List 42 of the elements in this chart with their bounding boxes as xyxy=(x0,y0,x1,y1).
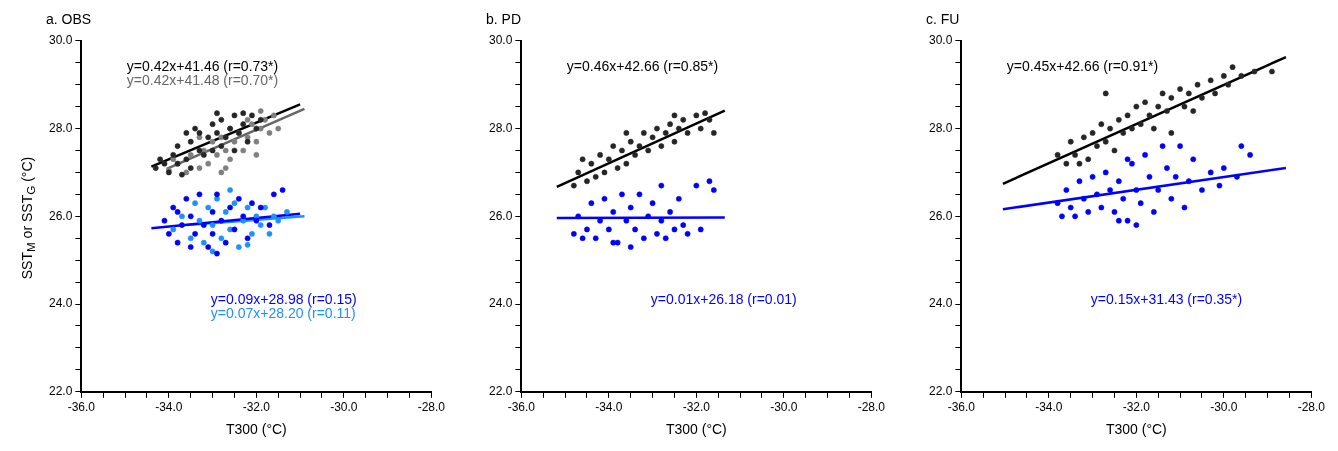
x-tick-label: -30.0 xyxy=(1210,400,1238,415)
x-axis-title: T300 (°C) xyxy=(1105,421,1167,438)
x-tick-label: -32.0 xyxy=(1122,400,1151,415)
x-tick-label: -28.0 xyxy=(857,400,886,415)
chart-title: a. OBS xyxy=(46,11,92,28)
x-tick-label: -28.0 xyxy=(1297,400,1326,415)
text: y=0.09x+28.98 (r=0.15) xyxy=(210,291,357,308)
y-tick-label: 24.0 xyxy=(489,296,513,311)
x-tick-label: -34.0 xyxy=(155,400,183,415)
text: y=0.01x+26.18 (r=0.01) xyxy=(650,291,797,308)
x-tick-label: -28.0 xyxy=(417,400,446,415)
chart-title: b. PD xyxy=(486,11,522,28)
y-tick-label: 26.0 xyxy=(929,208,953,223)
y-tick-label: 24.0 xyxy=(929,296,953,311)
x-axis-title: T300 (°C) xyxy=(225,421,287,438)
y-tick-label: 26.0 xyxy=(489,208,513,223)
y-tick-label: 22.0 xyxy=(49,384,73,399)
x-axis-title: T300 (°C) xyxy=(665,421,727,438)
x-tick-label: -32.0 xyxy=(242,400,271,415)
y-tick-label: 28.0 xyxy=(49,120,73,135)
x-tick-label: -36.0 xyxy=(67,400,96,415)
y-tick-label: 22.0 xyxy=(929,384,953,399)
x-tick-label: -36.0 xyxy=(947,400,976,415)
y-tick-label: 22.0 xyxy=(489,384,513,399)
y-tick-label: 28.0 xyxy=(489,120,513,135)
text: y=0.42x+41.46 (r=0.73*) xyxy=(126,57,279,74)
y-tick-label: 30.0 xyxy=(49,33,73,48)
x-tick-label: -34.0 xyxy=(595,400,623,415)
text: y=0.45x+42.66 (r=0.91*) xyxy=(1006,57,1159,74)
text: y=0.15x+31.43 (r=0.35*) xyxy=(1090,291,1243,308)
x-tick-label: -30.0 xyxy=(330,400,358,415)
y-tick-label: 26.0 xyxy=(49,208,73,223)
y-tick-label: 28.0 xyxy=(929,120,953,135)
x-tick-label: -32.0 xyxy=(682,400,711,415)
chart-title: c. FU xyxy=(926,11,960,28)
x-tick-label: -30.0 xyxy=(770,400,798,415)
x-tick-label: -36.0 xyxy=(507,400,536,415)
y-tick-label: 30.0 xyxy=(929,33,953,48)
y-tick-label: 30.0 xyxy=(489,33,513,48)
text: y=0.46x+42.66 (r=0.85*) xyxy=(566,57,719,74)
y-tick-label: 24.0 xyxy=(49,296,73,311)
x-tick-label: -34.0 xyxy=(1035,400,1063,415)
